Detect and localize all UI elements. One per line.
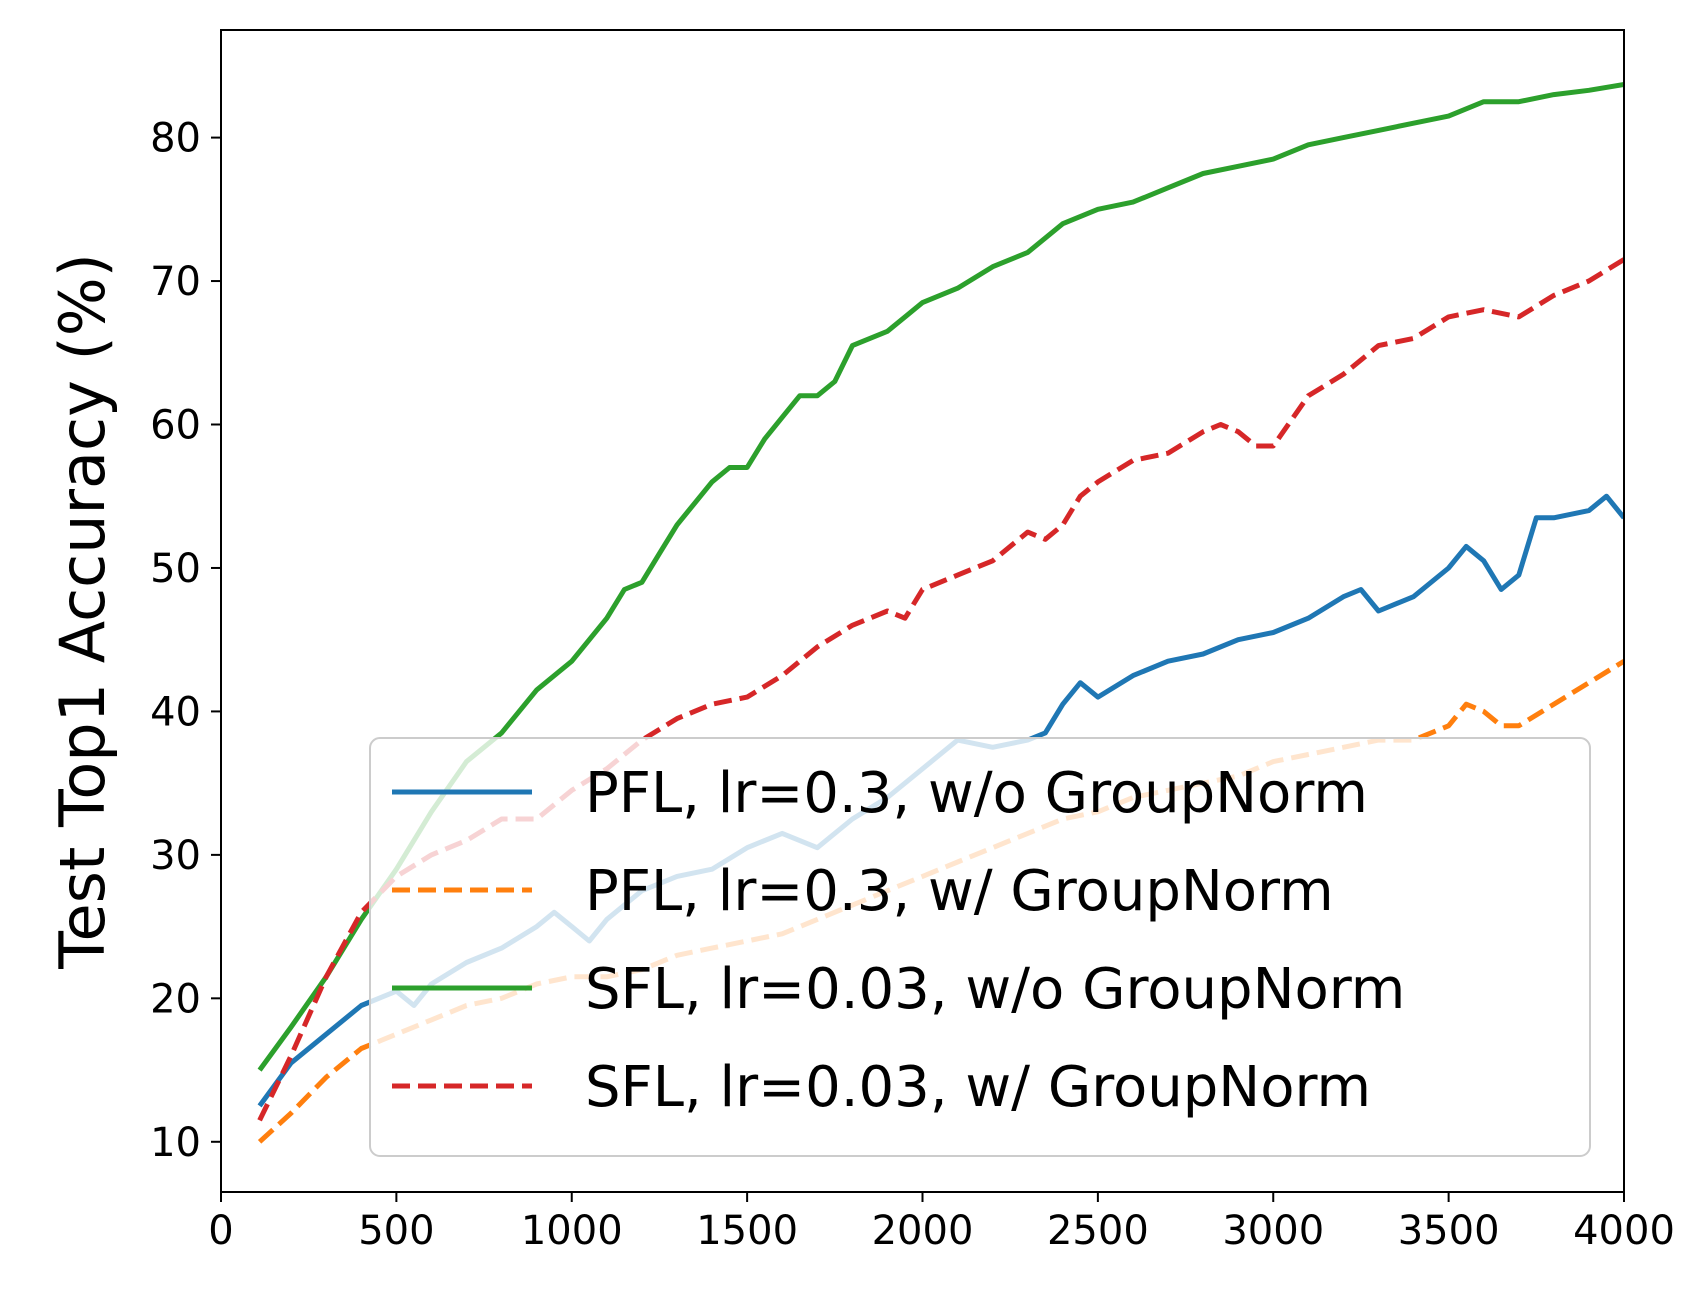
legend-box xyxy=(369,737,1591,1157)
x-tick-label: 1500 xyxy=(696,1208,798,1254)
x-tick-label: 1000 xyxy=(521,1208,623,1254)
x-tick-label: 4000 xyxy=(1573,1208,1675,1254)
y-tick-label: 50 xyxy=(150,546,201,592)
x-tick-label: 500 xyxy=(358,1208,434,1254)
y-tick-label: 40 xyxy=(150,689,201,735)
y-tick-label: 20 xyxy=(150,976,201,1022)
x-tick-label: 2500 xyxy=(1047,1208,1149,1254)
series-line-4 xyxy=(257,257,1624,1122)
y-axis: 10 20 30 40 50 60 70 80 xyxy=(150,116,221,1166)
series-line-3 xyxy=(257,82,1624,1072)
y-tick-label: 80 xyxy=(150,116,201,162)
y-axis-label: Test Top1 Accuracy (%) xyxy=(46,253,119,970)
y-tick-label: 30 xyxy=(150,833,201,879)
x-tick-label: 3000 xyxy=(1222,1208,1324,1254)
x-tick-label: 3500 xyxy=(1398,1208,1500,1254)
y-tick-label: 70 xyxy=(150,259,201,305)
x-tick-label: 0 xyxy=(208,1208,233,1254)
legend-label-1: PFL, lr=0.3, w/o GroupNorm xyxy=(585,761,1368,826)
legend: PFL, lr=0.3, w/o GroupNorm PFL, lr=0.3, w… xyxy=(369,737,1591,1157)
x-tick-label: 2000 xyxy=(872,1208,974,1254)
y-tick-label: 60 xyxy=(150,403,201,449)
legend-label-3: SFL, lr=0.03, w/o GroupNorm xyxy=(585,957,1405,1022)
legend-label-2: PFL, lr=0.3, w/ GroupNorm xyxy=(585,859,1334,924)
y-tick-label: 10 xyxy=(150,1120,201,1166)
legend-label-4: SFL, lr=0.03, w/ GroupNorm xyxy=(585,1055,1371,1120)
x-axis: 0 500 1000 1500 2000 2500 3000 3500 4000 xyxy=(208,1192,1675,1254)
